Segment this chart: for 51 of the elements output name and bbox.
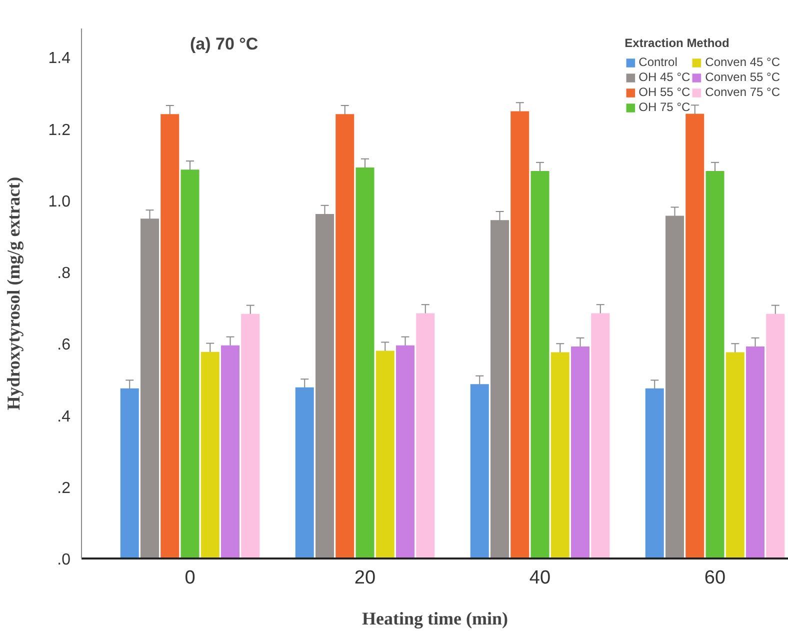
bar bbox=[665, 216, 684, 558]
x-tick-label: 40 bbox=[529, 568, 551, 588]
bar bbox=[570, 346, 590, 558]
legend-title: Extraction Method bbox=[624, 36, 730, 50]
bar bbox=[376, 350, 394, 558]
legend-label: Conven 75 °C bbox=[705, 85, 780, 99]
x-axis-title: Heating time (min) bbox=[362, 608, 508, 628]
bar bbox=[726, 352, 744, 558]
y-tick-label: .0 bbox=[57, 552, 71, 568]
bar bbox=[295, 387, 314, 558]
y-axis-title: Hydroxytyrosol (mg/g extract) bbox=[3, 176, 24, 410]
bar bbox=[591, 313, 610, 558]
bar bbox=[470, 384, 489, 558]
bar bbox=[180, 170, 200, 558]
legend-label: Control bbox=[638, 55, 678, 69]
bar bbox=[686, 114, 704, 558]
legend-label: OH 45 °C bbox=[638, 70, 690, 84]
bar bbox=[336, 114, 354, 558]
y-tick-label: .2 bbox=[57, 480, 71, 497]
bar bbox=[160, 114, 180, 558]
bar bbox=[766, 314, 785, 558]
bar bbox=[315, 214, 334, 558]
y-tick-label: 1.4 bbox=[48, 50, 71, 68]
bar bbox=[490, 220, 510, 558]
bar bbox=[510, 111, 530, 558]
bar bbox=[530, 171, 550, 558]
x-tick-label: 0 bbox=[184, 568, 196, 588]
bar bbox=[241, 314, 260, 558]
legend-label: Conven 45 °C bbox=[705, 55, 780, 69]
legend-label: OH 55 °C bbox=[638, 85, 690, 99]
bar bbox=[220, 345, 240, 558]
bar bbox=[120, 388, 139, 558]
bar bbox=[416, 313, 435, 558]
bar bbox=[706, 171, 724, 558]
y-tick-label: .4 bbox=[57, 408, 71, 426]
bar bbox=[356, 167, 374, 558]
bar bbox=[140, 218, 160, 558]
y-tick-label: 1.2 bbox=[48, 122, 71, 139]
x-tick-label: 20 bbox=[354, 568, 376, 588]
bar bbox=[746, 346, 765, 558]
y-tick-label: 1.0 bbox=[48, 193, 71, 210]
legend-label: OH 75 °C bbox=[638, 100, 690, 114]
y-tick-label: .8 bbox=[57, 265, 71, 282]
x-tick-label: 60 bbox=[704, 568, 726, 588]
y-tick-label: .6 bbox=[57, 336, 71, 354]
legend-label: Conven 55 °C bbox=[705, 70, 780, 84]
chart-title: (a) 70 °C bbox=[190, 34, 258, 54]
bar bbox=[396, 345, 415, 558]
bar bbox=[550, 352, 570, 558]
bar bbox=[645, 388, 664, 558]
bar bbox=[200, 352, 220, 558]
